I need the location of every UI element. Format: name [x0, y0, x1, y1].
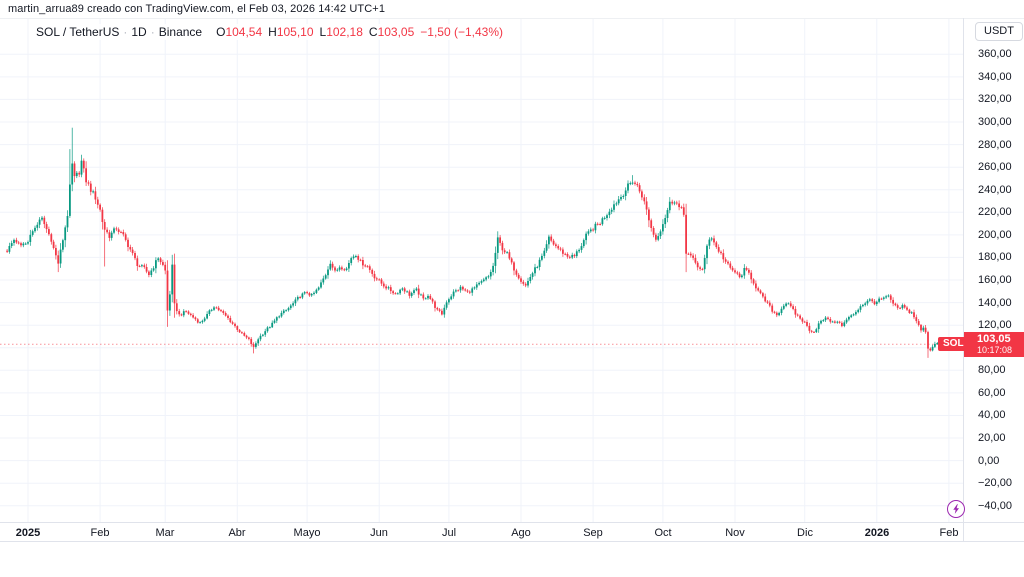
high-key: H: [268, 25, 277, 39]
low-key: L: [319, 25, 327, 39]
attribution-text: martin_arrua89 creado con TradingView.co…: [8, 3, 386, 15]
price-tick: 240,00: [978, 184, 1012, 196]
close-value: 103,05: [377, 25, 415, 39]
open-key: O: [216, 25, 226, 39]
price-tick: 140,00: [978, 297, 1012, 309]
time-tick: Abr: [228, 527, 246, 539]
time-tick: Dic: [797, 527, 813, 539]
price-tick: 300,00: [978, 116, 1012, 128]
time-tick: Nov: [725, 527, 745, 539]
time-tick: Feb: [90, 527, 110, 539]
high-value: 105,10: [276, 25, 314, 39]
open-value: 104,54: [225, 25, 263, 39]
price-axis-divider: [963, 18, 964, 541]
last-price-label: 103,05 10:17:08: [964, 332, 1024, 357]
price-tick: 200,00: [978, 229, 1012, 241]
price-tick: 80,00: [978, 364, 1006, 376]
price-tick: 40,00: [978, 409, 1006, 421]
time-tick: 2026: [864, 527, 890, 539]
price-tick: 360,00: [978, 48, 1012, 60]
time-tick: Ago: [511, 527, 531, 539]
price-tick: 180,00: [978, 251, 1012, 263]
footer: TradingView: [0, 542, 1024, 577]
legend-exchange[interactable]: Binance: [158, 25, 203, 39]
price-tick: 340,00: [978, 71, 1012, 83]
close-key: C: [368, 25, 378, 39]
price-tick: 160,00: [978, 274, 1012, 286]
time-axis-divider: [0, 522, 1024, 523]
footer-divider: [0, 541, 1024, 542]
lightning-icon: [953, 504, 959, 514]
time-tick: 2025: [15, 527, 41, 539]
last-price-value: 103,05: [977, 333, 1011, 345]
candlestick-chart[interactable]: [0, 0, 963, 522]
low-value: 102,18: [326, 25, 363, 39]
time-tick: Mar: [155, 527, 175, 539]
price-axis[interactable]: 360,00 340,00 320,00 300,00 280,00 260,00 240,…: [964, 18, 1024, 522]
legend-separator: ·: [123, 25, 128, 39]
price-tick: 60,00: [978, 387, 1006, 399]
boost-button[interactable]: [947, 500, 965, 518]
time-axis[interactable]: 2025 Feb Mar Abr Mayo Jun Jul Ago Sep Oct Nov Dic 20…: [0, 522, 963, 541]
legend-ohlc: O104,54 H105,10 L102,18 C103,05 −1,50 (−1,43…: [210, 25, 503, 39]
price-tick: 120,00: [978, 319, 1012, 331]
chart-legend: SOL / TetherUS · 1D · Binance O104,54 H105,10 L…: [34, 24, 510, 40]
legend-separator: ·: [150, 25, 155, 39]
price-tick: −20,00: [978, 477, 1012, 489]
time-tick: Jul: [441, 527, 457, 539]
change-value: −1,50 (−1,43%): [420, 25, 504, 39]
time-tick: Sep: [583, 527, 603, 539]
time-tick: Oct: [654, 527, 672, 539]
legend-symbol[interactable]: SOL / TetherUS: [36, 25, 120, 39]
currency-unit-button[interactable]: USDT: [975, 22, 1023, 41]
top-divider: [0, 18, 1024, 19]
price-tick: 0,00: [978, 455, 1000, 467]
price-tick: 20,00: [978, 432, 1006, 444]
price-tick: 220,00: [978, 206, 1012, 218]
bar-close-countdown: 10:17:08: [977, 345, 1013, 355]
time-tick: Mayo: [293, 527, 321, 539]
time-tick: Feb: [939, 527, 959, 539]
price-tick: 320,00: [978, 93, 1012, 105]
legend-interval[interactable]: 1D: [131, 25, 147, 39]
time-tick: Jun: [370, 527, 388, 539]
price-tick: 280,00: [978, 139, 1012, 151]
price-tick: −40,00: [978, 500, 1012, 512]
price-tick: 260,00: [978, 161, 1012, 173]
